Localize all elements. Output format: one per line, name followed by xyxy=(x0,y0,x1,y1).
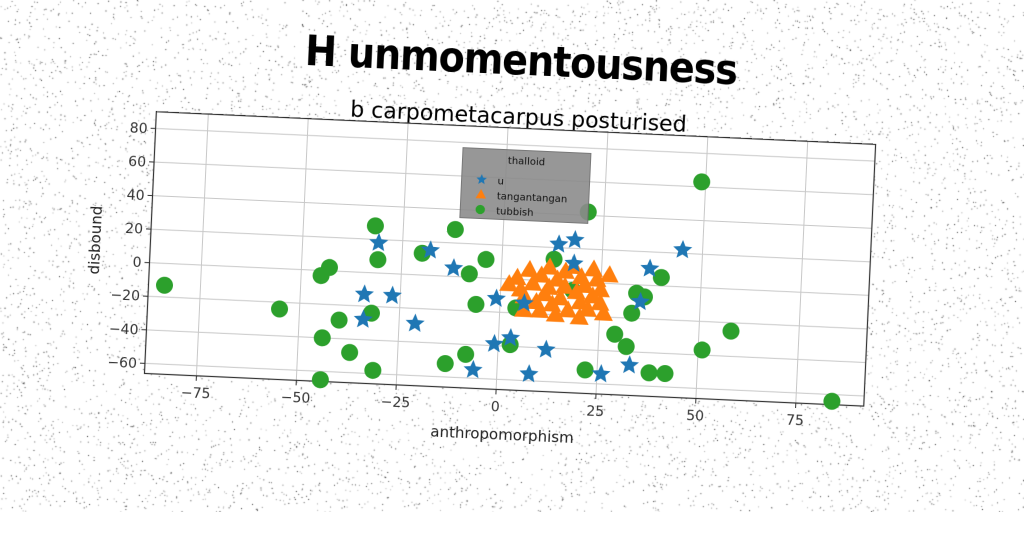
x-tick-label: 75 xyxy=(786,413,805,430)
y-tick-label: −60 xyxy=(107,355,137,372)
y-tick-label: 80 xyxy=(129,120,148,137)
legend-title: thalloid xyxy=(508,156,546,169)
y-tick-label: 40 xyxy=(126,187,145,204)
y-tick-label: −20 xyxy=(110,288,140,305)
x-tick-label: 25 xyxy=(586,404,605,421)
x-tick-label: −25 xyxy=(380,394,410,411)
legend-label-tubbish: tubbish xyxy=(496,206,534,219)
y-tick-label: 20 xyxy=(125,221,144,238)
y-tick-label: 0 xyxy=(132,255,142,271)
x-tick-label: −50 xyxy=(280,390,310,407)
y-axis-label: disbound xyxy=(85,205,106,274)
x-tick-label: 0 xyxy=(490,399,500,415)
legend-label-u: u xyxy=(497,176,504,187)
y-tick-label: 60 xyxy=(128,154,147,171)
y-tick-label: −40 xyxy=(109,321,139,338)
x-tick-label: −75 xyxy=(180,385,210,402)
x-tick-label: 50 xyxy=(686,408,705,425)
x-axis-label: anthropomorphism xyxy=(430,422,574,446)
